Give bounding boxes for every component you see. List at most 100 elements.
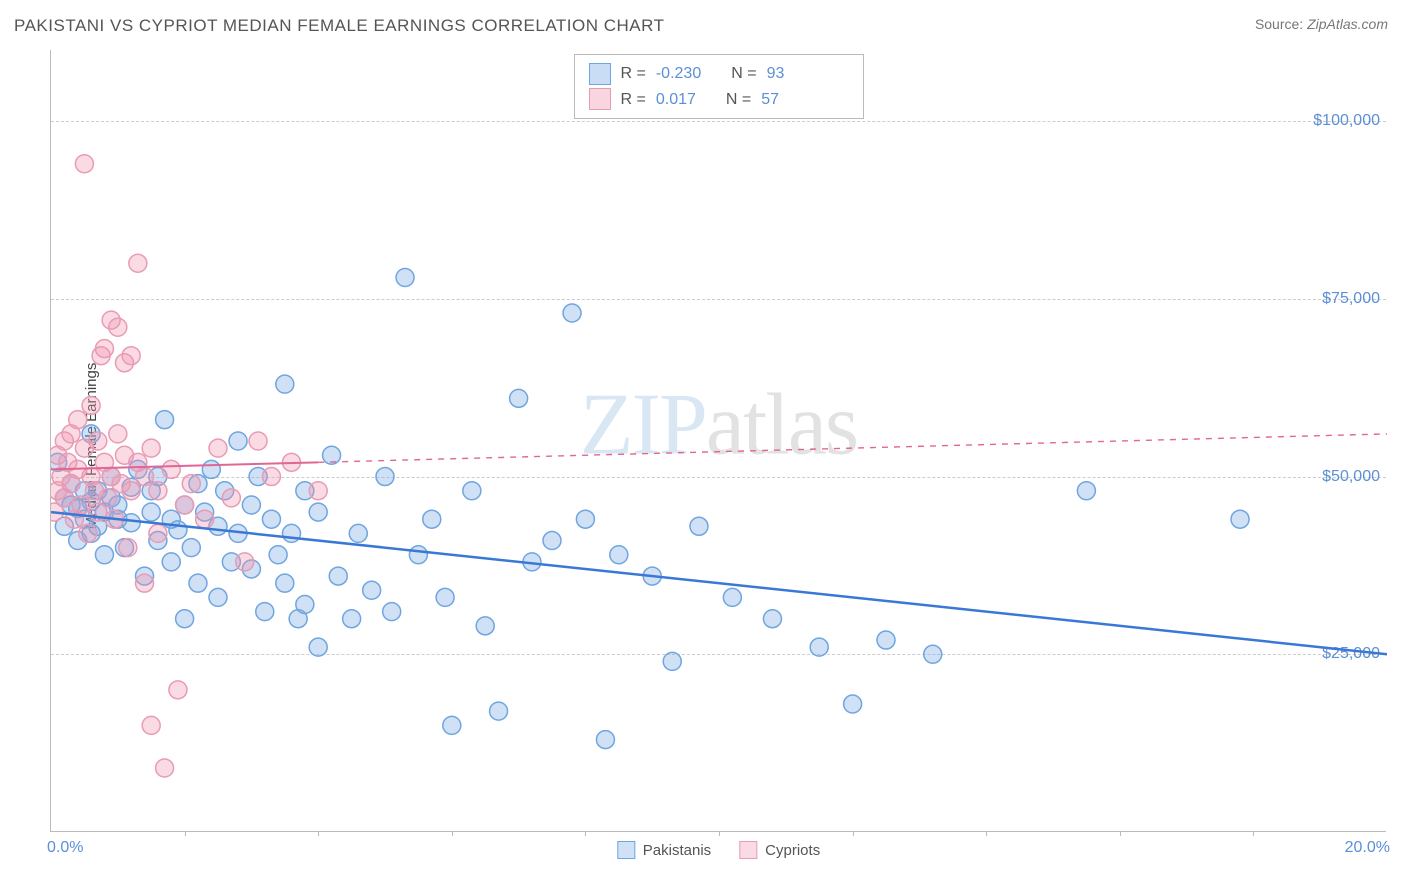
scatter-point bbox=[463, 482, 481, 500]
scatter-point bbox=[196, 503, 214, 521]
legend-item-1: Cypriots bbox=[739, 841, 820, 859]
scatter-point bbox=[55, 432, 73, 450]
scatter-point bbox=[176, 496, 194, 514]
correlation-legend: R = -0.230 N = 93 R = 0.017 N = 57 bbox=[574, 54, 864, 119]
x-tick bbox=[318, 831, 319, 836]
scatter-point bbox=[156, 759, 174, 777]
scatter-point bbox=[136, 567, 154, 585]
x-tick bbox=[986, 831, 987, 836]
gridline bbox=[51, 121, 1386, 122]
scatter-point bbox=[92, 347, 110, 365]
scatter-point bbox=[115, 446, 133, 464]
trend-line-dashed bbox=[318, 434, 1387, 462]
scatter-point bbox=[276, 375, 294, 393]
x-tick bbox=[585, 831, 586, 836]
scatter-point bbox=[363, 581, 381, 599]
scatter-point bbox=[169, 681, 187, 699]
scatter-point bbox=[576, 510, 594, 528]
scatter-point bbox=[1077, 482, 1095, 500]
scatter-point bbox=[109, 496, 127, 514]
scatter-point bbox=[844, 695, 862, 713]
scatter-point bbox=[176, 610, 194, 628]
scatter-point bbox=[55, 517, 73, 535]
r-value-0: -0.230 bbox=[656, 61, 701, 87]
legend-item-0: Pakistanis bbox=[617, 841, 711, 859]
scatter-point bbox=[276, 574, 294, 592]
scatter-point bbox=[51, 503, 63, 521]
scatter-point bbox=[563, 304, 581, 322]
scatter-point bbox=[323, 446, 341, 464]
scatter-point bbox=[176, 496, 194, 514]
scatter-point bbox=[72, 496, 90, 514]
n-label: N = bbox=[731, 61, 756, 87]
scatter-point bbox=[95, 340, 113, 358]
scatter-point bbox=[89, 503, 107, 521]
scatter-point bbox=[142, 482, 160, 500]
x-tick bbox=[452, 831, 453, 836]
scatter-point bbox=[289, 610, 307, 628]
scatter-point bbox=[59, 453, 77, 471]
scatter-point bbox=[282, 524, 300, 542]
scatter-point bbox=[723, 588, 741, 606]
scatter-point bbox=[396, 268, 414, 286]
scatter-point bbox=[55, 489, 73, 507]
r-label: R = bbox=[621, 87, 646, 113]
scatter-point bbox=[55, 489, 73, 507]
scatter-point bbox=[89, 432, 107, 450]
watermark: ZIPatlas bbox=[580, 374, 857, 475]
trend-line bbox=[51, 512, 1387, 654]
scatter-point bbox=[129, 453, 147, 471]
scatter-point bbox=[510, 389, 528, 407]
scatter-point bbox=[105, 510, 123, 528]
scatter-point bbox=[156, 411, 174, 429]
scatter-point bbox=[119, 539, 137, 557]
chart-svg bbox=[51, 50, 1387, 832]
scatter-point bbox=[65, 510, 83, 528]
scatter-point bbox=[877, 631, 895, 649]
scatter-point bbox=[436, 588, 454, 606]
scatter-point bbox=[596, 731, 614, 749]
r-value-1: 0.017 bbox=[656, 87, 696, 113]
scatter-point bbox=[476, 617, 494, 635]
scatter-point bbox=[543, 532, 561, 550]
chart-title: PAKISTANI VS CYPRIOT MEDIAN FEMALE EARNI… bbox=[14, 16, 664, 36]
x-tick bbox=[185, 831, 186, 836]
scatter-point bbox=[51, 482, 67, 500]
n-value-1: 57 bbox=[761, 87, 779, 113]
correlation-row-0: R = -0.230 N = 93 bbox=[589, 61, 849, 87]
legend-label-1: Cypriots bbox=[765, 842, 820, 859]
scatter-point bbox=[329, 567, 347, 585]
scatter-point bbox=[109, 318, 127, 336]
scatter-point bbox=[236, 553, 254, 571]
scatter-point bbox=[222, 553, 240, 571]
scatter-point bbox=[343, 610, 361, 628]
y-tick-label: $50,000 bbox=[1322, 468, 1380, 486]
scatter-point bbox=[423, 510, 441, 528]
scatter-point bbox=[75, 510, 93, 528]
scatter-point bbox=[95, 503, 113, 521]
scatter-point bbox=[122, 347, 140, 365]
scatter-point bbox=[162, 510, 180, 528]
scatter-point bbox=[95, 453, 113, 471]
scatter-point bbox=[62, 425, 80, 443]
scatter-point bbox=[309, 503, 327, 521]
scatter-point bbox=[690, 517, 708, 535]
scatter-point bbox=[142, 503, 160, 521]
scatter-point bbox=[99, 489, 117, 507]
scatter-point bbox=[102, 311, 120, 329]
x-tick bbox=[853, 831, 854, 836]
scatter-point bbox=[82, 425, 100, 443]
scatter-point bbox=[89, 517, 107, 535]
watermark-part2: atlas bbox=[706, 376, 857, 473]
scatter-point bbox=[523, 553, 541, 571]
scatter-point bbox=[216, 482, 234, 500]
scatter-point bbox=[249, 432, 267, 450]
scatter-point bbox=[149, 524, 167, 542]
scatter-point bbox=[610, 546, 628, 564]
scatter-point bbox=[209, 517, 227, 535]
x-tick bbox=[1120, 831, 1121, 836]
y-tick-label: $25,000 bbox=[1322, 645, 1380, 663]
scatter-point bbox=[122, 514, 140, 532]
scatter-point bbox=[142, 716, 160, 734]
scatter-point bbox=[242, 496, 260, 514]
